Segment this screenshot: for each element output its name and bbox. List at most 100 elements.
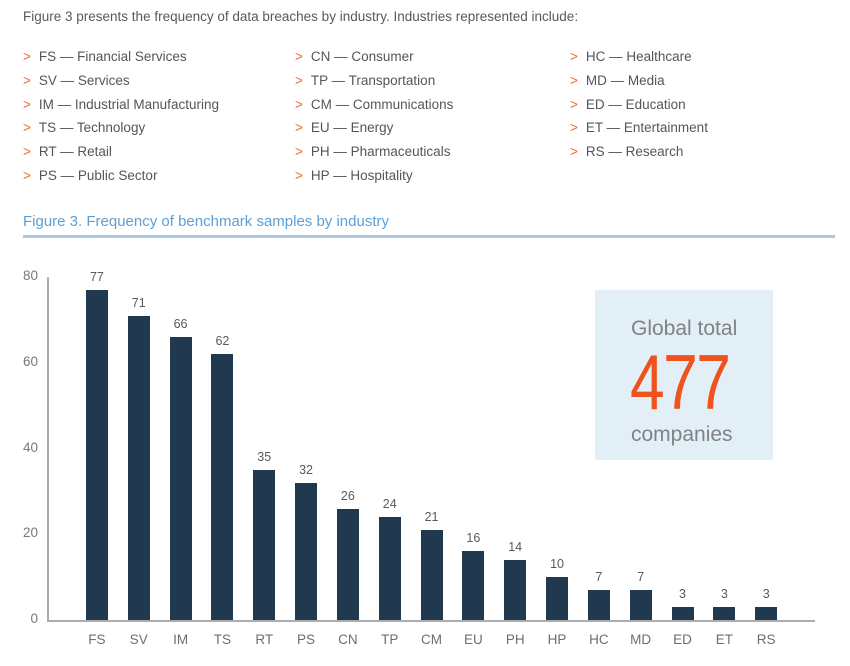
bar-value-label: 66: [173, 317, 188, 331]
legend-item-label: ED — Education: [585, 96, 686, 112]
bar-group-fs: 77: [76, 270, 118, 620]
bar-group-cn: 26: [327, 277, 369, 620]
bar-value-label: 10: [550, 557, 564, 571]
bar-group-sv: 71: [118, 277, 160, 620]
y-axis-line: [47, 277, 49, 622]
legend-item: > TS — Technology: [23, 116, 295, 140]
bar-rt: [253, 470, 276, 620]
legend-item: > ED — Education: [570, 92, 825, 116]
x-axis-label-eu: EU: [463, 632, 483, 647]
bar-ed: [671, 607, 694, 620]
legend-column-2: > CN — Consumer > TP — Transportation > CM — …: [295, 45, 570, 187]
bar-value-label: 14: [508, 540, 523, 554]
bar-ph: [504, 560, 527, 620]
bar-cm: [420, 530, 443, 620]
legend-item: > PS — Public Sector: [23, 163, 295, 187]
legend-item-label: FS — Financial Services: [38, 49, 187, 65]
bar-ps: [295, 483, 318, 620]
chevron-right-icon: >: [295, 120, 303, 136]
legend-item: > EU — Energy: [295, 116, 570, 140]
bar-value-label: 7: [595, 570, 603, 584]
x-axis-label-rt: RT: [255, 632, 274, 647]
y-axis-tick-label: 40: [22, 439, 38, 455]
bar-value-label: 3: [679, 587, 686, 601]
x-axis-label-cn: CN: [338, 632, 358, 647]
callout-value: 477: [630, 338, 731, 426]
x-axis-line: [47, 620, 815, 622]
legend-item-label: TS — Technology: [38, 120, 146, 136]
y-axis-tick-label: 80: [22, 268, 38, 283]
legend-item-label: MD — Media: [585, 73, 665, 89]
legend-item-label: SV — Services: [38, 73, 130, 89]
chevron-right-icon: >: [23, 49, 31, 65]
y-axis-tick-label: 0: [30, 611, 38, 626]
bar-sv: [127, 316, 150, 620]
legend-item: > RS — Research: [570, 140, 825, 164]
bar-group-tp: 24: [369, 277, 411, 620]
chevron-right-icon: >: [23, 167, 31, 183]
y-axis-tick-label: 60: [22, 353, 38, 369]
chevron-right-icon: >: [295, 144, 303, 160]
bar-eu: [462, 551, 485, 620]
legend-item: > FS — Financial Services: [23, 45, 295, 69]
bar-cn: [336, 509, 359, 620]
bar-group-ps: 32: [285, 277, 327, 620]
bar-value-label: 3: [720, 587, 728, 601]
chevron-right-icon: >: [570, 96, 578, 112]
x-axis-label-sv: SV: [129, 632, 148, 647]
chevron-right-icon: >: [23, 144, 31, 160]
legend-item: > RT — Retail: [23, 140, 295, 164]
bar-rs: [755, 607, 778, 620]
bar-value-label: 77: [89, 270, 104, 284]
bar-value-label: 3: [762, 587, 770, 601]
bar-group-et: 3: [703, 277, 745, 620]
bar-ts: [211, 354, 234, 620]
bar-et: [713, 607, 736, 620]
bar-value-label: 35: [257, 450, 272, 464]
legend-item-label: CN — Consumer: [310, 49, 414, 65]
bar-group-ts: 62: [201, 277, 243, 620]
legend-item: > HP — Hospitality: [295, 163, 570, 187]
bar-value-label: 62: [215, 334, 230, 348]
x-axis-label-hp: HP: [547, 632, 567, 647]
bar-fs: [85, 290, 108, 620]
legend-item: > HC — Healthcare: [570, 45, 825, 69]
x-axis-label-hc: HC: [589, 632, 609, 647]
chevron-right-icon: >: [295, 73, 303, 89]
bar-group-hc: 7: [578, 277, 620, 620]
x-axis-label-tp: TP: [381, 632, 399, 647]
chevron-right-icon: >: [23, 73, 31, 89]
bar-chart: 0 20 40 60 80 77 71 66 62 35 32 26 24 21 16 14 10 7 7 3 3 3 …: [0, 260, 850, 666]
callout-label-bottom: companies: [631, 423, 733, 446]
chevron-right-icon: >: [295, 49, 303, 65]
legend-item-label: IM — Industrial Manufacturing: [38, 96, 219, 112]
bars-area: 77 71 66 62 35 32 26 24 21 16 14 10 7 7 3 3 3: [48, 270, 815, 620]
legend-item: > CM — Communications: [295, 92, 570, 116]
x-axis-label-ps: PS: [297, 632, 316, 647]
bar-tp: [378, 517, 401, 620]
industry-legend: > FS — Financial Services > SV — Services > I…: [23, 45, 825, 187]
chevron-right-icon: >: [570, 73, 578, 89]
bar-group-hp: 10: [536, 277, 578, 620]
x-axis-label-rs: RS: [756, 632, 776, 647]
legend-item-label: EU — Energy: [310, 120, 394, 136]
legend-item-label: PS — Public Sector: [38, 167, 158, 183]
bar-group-cm: 21: [411, 277, 453, 620]
x-axis-label-cm: CM: [421, 632, 443, 647]
legend-item: > IM — Industrial Manufacturing: [23, 92, 295, 116]
global-total-callout: Global total 477 companies: [595, 290, 773, 460]
x-axis-label-im: IM: [173, 632, 189, 647]
legend-item: > MD — Media: [570, 69, 825, 93]
legend-item: > CN — Consumer: [295, 45, 570, 69]
bar-value-label: 21: [424, 510, 439, 524]
bar-group-rs: 3: [745, 277, 787, 620]
figure-title-rule: [23, 235, 835, 238]
legend-item: > SV — Services: [23, 69, 295, 93]
x-axis-label-fs: FS: [88, 632, 106, 647]
legend-item: > ET — Entertainment: [570, 116, 825, 140]
bar-group-rt: 35: [243, 277, 285, 620]
bar-value-label: 7: [637, 570, 645, 584]
bar-value-label: 71: [131, 296, 146, 310]
intro-text: Figure 3 presents the frequency of data …: [23, 9, 579, 24]
